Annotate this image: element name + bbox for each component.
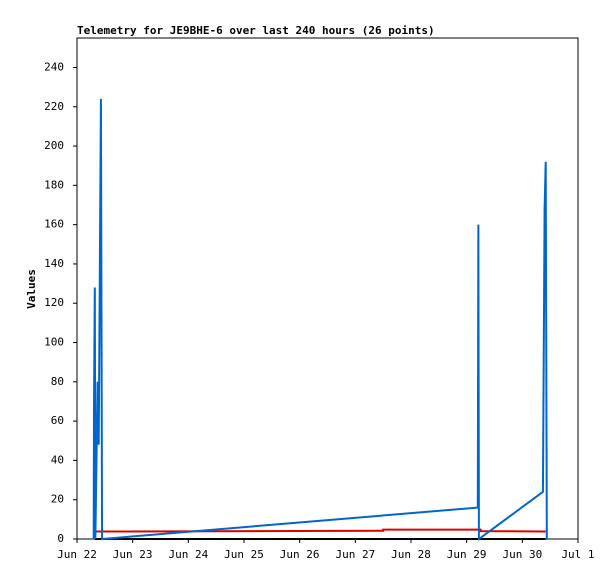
y-tick-label: 140 xyxy=(44,257,64,270)
data-line xyxy=(92,98,548,541)
chart-title: Telemetry for JE9BHE-6 over last 240 hou… xyxy=(77,24,435,37)
x-tick-label: Jun 23 xyxy=(113,548,153,561)
y-tick-label: 240 xyxy=(44,60,64,73)
x-tick-label: Jun 28 xyxy=(391,548,431,561)
x-tick-label: Jun 29 xyxy=(447,548,487,561)
y-tick-label: 200 xyxy=(44,139,64,152)
data-line xyxy=(94,528,546,533)
x-tick-label: Jun 22 xyxy=(57,548,97,561)
x-tick-label: Jul 1 xyxy=(561,548,594,561)
x-tick-label: Jun 24 xyxy=(168,548,208,561)
y-tick-label: 20 xyxy=(51,493,64,506)
y-tick-label: 180 xyxy=(44,178,64,191)
plot-frame xyxy=(76,37,579,540)
x-tick-label: Jun 26 xyxy=(280,548,320,561)
x-tick-label: Jun 30 xyxy=(502,548,542,561)
y-tick-label: 80 xyxy=(51,375,64,388)
y-tick-label: 220 xyxy=(44,100,64,113)
x-tick-label: Jun 27 xyxy=(335,548,375,561)
y-axis-label: Values xyxy=(25,269,38,309)
x-tick-label: Jun 25 xyxy=(224,548,264,561)
y-tick-label: 160 xyxy=(44,218,64,231)
y-tick-label: 100 xyxy=(44,336,64,349)
y-tick-label: 120 xyxy=(44,296,64,309)
y-tick-label: 60 xyxy=(51,414,64,427)
y-tick-label: 40 xyxy=(51,453,64,466)
y-tick-label: 0 xyxy=(57,532,64,545)
